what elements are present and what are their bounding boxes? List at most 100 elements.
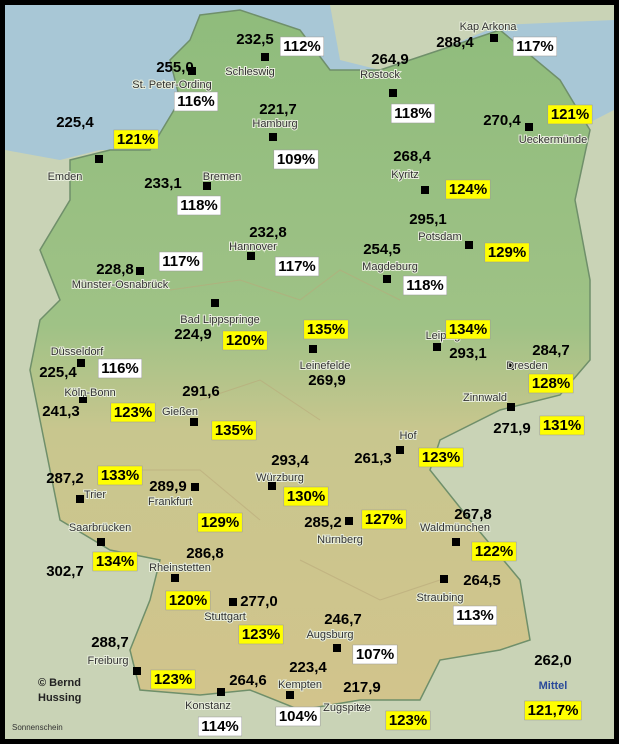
percent-box	[547, 104, 593, 125]
percent-label: 117%	[278, 258, 316, 275]
station-marker	[229, 598, 237, 606]
sunshine-value: 269,9	[308, 372, 346, 389]
city-name: Waldmünchen	[420, 522, 490, 534]
percent-label: 118%	[180, 197, 218, 214]
station-marker	[309, 345, 317, 353]
sunshine-value: 228,8	[96, 261, 134, 278]
percent-label: 116%	[177, 93, 215, 110]
city-name: Freiburg	[88, 655, 129, 667]
city-name: Leinefelde	[300, 360, 351, 372]
percent-box	[512, 36, 558, 57]
percent-label: 121,7%	[528, 702, 579, 719]
credit: © Bernd	[38, 677, 81, 689]
city-name: Trier	[84, 489, 107, 501]
city-name: Würzburg	[256, 472, 304, 484]
percent-box	[283, 486, 329, 507]
percent-label: 123%	[242, 626, 280, 643]
percent-label: 134%	[96, 553, 134, 570]
sunshine-value: 254,5	[363, 241, 401, 258]
percent-box	[303, 319, 349, 340]
sunshine-value: 271,9	[493, 420, 531, 437]
percent-label: 120%	[226, 332, 264, 349]
percent-box	[524, 700, 582, 721]
sunshine-value: 261,3	[354, 450, 392, 467]
sunshine-value: 262,0	[534, 652, 572, 669]
credit: Hussing	[38, 692, 81, 704]
city-name: Nürnberg	[317, 534, 363, 546]
station-marker	[133, 667, 141, 675]
percent-label: 113%	[456, 607, 494, 624]
city-name: Emden	[48, 171, 83, 183]
percent-box	[165, 590, 211, 611]
city-name: Rostock	[360, 69, 400, 81]
sunshine-value: 289,9	[149, 478, 187, 495]
station-marker	[345, 517, 353, 525]
sunshine-value: 225,4	[56, 114, 94, 131]
station-marker	[490, 34, 498, 42]
percent-label: 128%	[532, 375, 570, 392]
station-marker	[396, 446, 404, 454]
percent-box	[528, 373, 574, 394]
percent-box	[275, 706, 321, 727]
sunshine-value: 224,9	[174, 326, 212, 343]
station-marker	[440, 575, 448, 583]
station-marker	[389, 89, 397, 97]
city-name: Bremen	[203, 171, 242, 183]
sunshine-value: 264,5	[463, 572, 501, 589]
percent-box	[97, 358, 143, 379]
percent-box	[539, 415, 585, 436]
city-name: Bad Lippspringe	[180, 314, 260, 326]
percent-label: 118%	[394, 105, 432, 122]
percent-box	[273, 149, 319, 170]
city-name: Konstanz	[185, 700, 231, 712]
city-name: Hamburg	[252, 118, 297, 130]
percent-box	[97, 465, 143, 486]
percent-label: 120%	[169, 592, 207, 609]
percent-label: 121%	[117, 131, 155, 148]
sunshine-value: 285,2	[304, 514, 342, 531]
station-marker	[507, 403, 515, 411]
caption: Sonnenschein	[12, 723, 63, 732]
percent-label: 135%	[215, 422, 253, 439]
station-marker	[217, 688, 225, 696]
percent-box	[274, 256, 320, 277]
city-name: Düsseldorf	[51, 346, 105, 358]
percent-box	[361, 509, 407, 530]
percent-label: 130%	[287, 488, 325, 505]
sunshine-value: 287,2	[46, 470, 84, 487]
percent-box	[452, 605, 498, 626]
sunshine-value: 268,4	[393, 148, 431, 165]
percent-label: 127%	[365, 511, 403, 528]
city-name: Straubing	[416, 592, 463, 604]
sunshine-value: 267,8	[454, 506, 492, 523]
sunshine-value: 221,7	[259, 101, 297, 118]
station-marker	[261, 53, 269, 61]
percent-label: 123%	[114, 404, 152, 421]
sunshine-value: 217,9	[343, 679, 381, 696]
percent-label: 122%	[475, 543, 513, 560]
station-marker	[171, 574, 179, 582]
average-label: Mittel	[539, 680, 568, 692]
station-marker	[190, 418, 198, 426]
sunshine-value: 277,0	[240, 593, 278, 610]
sunshine-value: 286,8	[186, 545, 224, 562]
percent-box	[211, 420, 257, 441]
city-name: Zugspitze	[323, 702, 371, 714]
percent-label: 107%	[356, 646, 394, 663]
percent-box	[150, 669, 196, 690]
station-marker	[203, 182, 211, 190]
percent-label: 121%	[551, 106, 589, 123]
percent-label: 117%	[516, 38, 554, 55]
city-name: Kempten	[278, 679, 322, 691]
sunshine-value: 223,4	[289, 659, 327, 676]
station-marker	[188, 67, 196, 75]
percent-box	[238, 624, 284, 645]
sunshine-value: 293,4	[271, 452, 309, 469]
sunshine-value: 241,3	[42, 403, 80, 420]
station-marker	[358, 704, 366, 712]
percent-label: 123%	[389, 712, 427, 729]
station-marker	[268, 482, 276, 490]
percent-label: 135%	[307, 321, 345, 338]
city-name: Gießen	[162, 406, 198, 418]
percent-label: 123%	[422, 449, 460, 466]
